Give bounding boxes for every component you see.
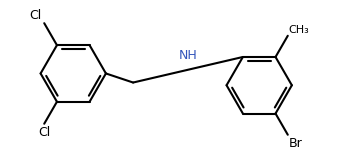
Text: Cl: Cl bbox=[38, 127, 50, 139]
Text: Cl: Cl bbox=[29, 9, 41, 22]
Text: CH₃: CH₃ bbox=[289, 25, 309, 35]
Text: Br: Br bbox=[289, 136, 302, 150]
Text: NH: NH bbox=[179, 49, 197, 62]
